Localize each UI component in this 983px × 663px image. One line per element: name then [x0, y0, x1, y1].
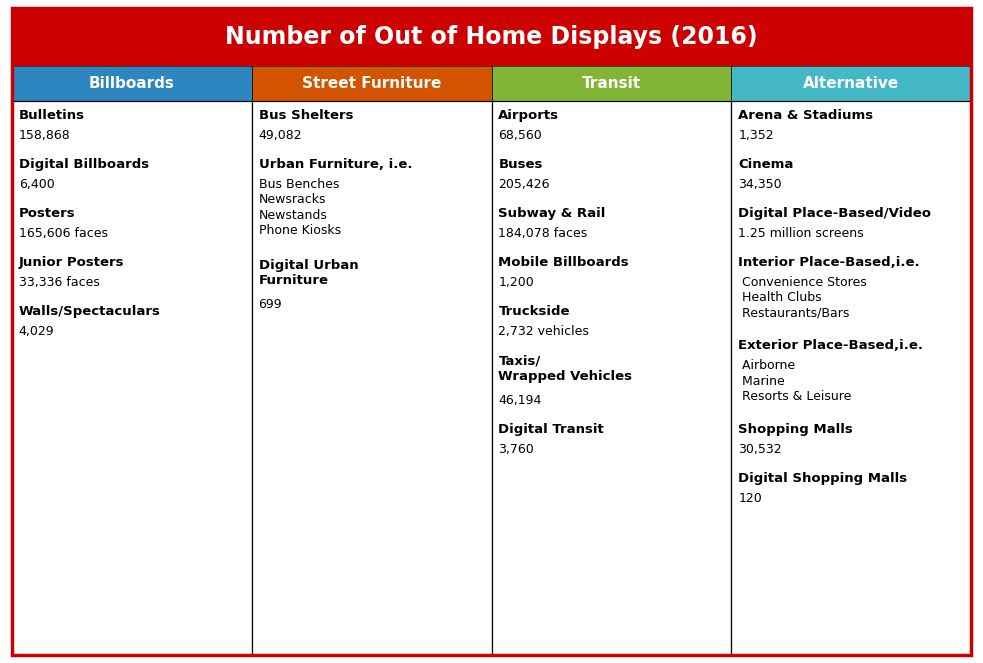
Text: Junior Posters: Junior Posters	[19, 256, 124, 269]
Text: Bus Benches
Newsracks
Newstands
Phone Kiosks: Bus Benches Newsracks Newstands Phone Ki…	[259, 178, 341, 237]
Text: Digital Place-Based/Video: Digital Place-Based/Video	[738, 207, 931, 220]
Text: 184,078 faces: 184,078 faces	[498, 227, 588, 240]
FancyBboxPatch shape	[12, 66, 252, 101]
FancyBboxPatch shape	[492, 101, 731, 655]
Text: Bulletins: Bulletins	[19, 109, 85, 122]
Text: 158,868: 158,868	[19, 129, 71, 142]
Text: Digital Transit: Digital Transit	[498, 423, 605, 436]
Text: Number of Out of Home Displays (2016): Number of Out of Home Displays (2016)	[225, 25, 758, 49]
Text: Cinema: Cinema	[738, 158, 793, 171]
Text: 33,336 faces: 33,336 faces	[19, 276, 99, 289]
Text: Buses: Buses	[498, 158, 543, 171]
Text: Digital Urban
Furniture: Digital Urban Furniture	[259, 259, 358, 287]
Text: Alternative: Alternative	[803, 76, 899, 91]
FancyBboxPatch shape	[12, 101, 252, 655]
Text: Digital Shopping Malls: Digital Shopping Malls	[738, 472, 907, 485]
Text: Arena & Stadiums: Arena & Stadiums	[738, 109, 873, 122]
Text: 1,200: 1,200	[498, 276, 534, 289]
Text: Convenience Stores
 Health Clubs
 Restaurants/Bars: Convenience Stores Health Clubs Restaura…	[738, 276, 867, 320]
Text: Interior Place-Based,i.e.: Interior Place-Based,i.e.	[738, 256, 920, 269]
Text: Bus Shelters: Bus Shelters	[259, 109, 353, 122]
Text: 6,400: 6,400	[19, 178, 54, 191]
Text: Mobile Billboards: Mobile Billboards	[498, 256, 629, 269]
Text: Street Furniture: Street Furniture	[302, 76, 441, 91]
FancyBboxPatch shape	[12, 8, 971, 66]
Text: 165,606 faces: 165,606 faces	[19, 227, 108, 240]
Text: 34,350: 34,350	[738, 178, 781, 191]
Text: Airports: Airports	[498, 109, 559, 122]
Text: Transit: Transit	[582, 76, 641, 91]
Text: 46,194: 46,194	[498, 394, 542, 407]
FancyBboxPatch shape	[731, 66, 971, 101]
Text: 2,732 vehicles: 2,732 vehicles	[498, 325, 589, 338]
Text: Airborne
 Marine
 Resorts & Leisure: Airborne Marine Resorts & Leisure	[738, 359, 851, 403]
Text: Urban Furniture, i.e.: Urban Furniture, i.e.	[259, 158, 412, 171]
Text: 3,760: 3,760	[498, 443, 534, 456]
Text: Digital Billboards: Digital Billboards	[19, 158, 148, 171]
Text: Posters: Posters	[19, 207, 76, 220]
FancyBboxPatch shape	[492, 66, 731, 101]
Text: 30,532: 30,532	[738, 443, 781, 456]
FancyBboxPatch shape	[731, 101, 971, 655]
FancyBboxPatch shape	[252, 66, 492, 101]
Text: 205,426: 205,426	[498, 178, 549, 191]
Text: Taxis/
Wrapped Vehicles: Taxis/ Wrapped Vehicles	[498, 354, 632, 383]
FancyBboxPatch shape	[252, 101, 492, 655]
Text: 120: 120	[738, 492, 762, 505]
Text: 699: 699	[259, 298, 282, 312]
Text: Subway & Rail: Subway & Rail	[498, 207, 606, 220]
Text: Walls/Spectaculars: Walls/Spectaculars	[19, 305, 160, 318]
Text: 49,082: 49,082	[259, 129, 302, 142]
Text: 68,560: 68,560	[498, 129, 543, 142]
Text: 1,352: 1,352	[738, 129, 774, 142]
Text: Truckside: Truckside	[498, 305, 570, 318]
Text: 1.25 million screens: 1.25 million screens	[738, 227, 864, 240]
Text: 4,029: 4,029	[19, 325, 54, 338]
Text: Billboards: Billboards	[88, 76, 175, 91]
Text: Shopping Malls: Shopping Malls	[738, 423, 853, 436]
Text: Exterior Place-Based,i.e.: Exterior Place-Based,i.e.	[738, 339, 923, 353]
